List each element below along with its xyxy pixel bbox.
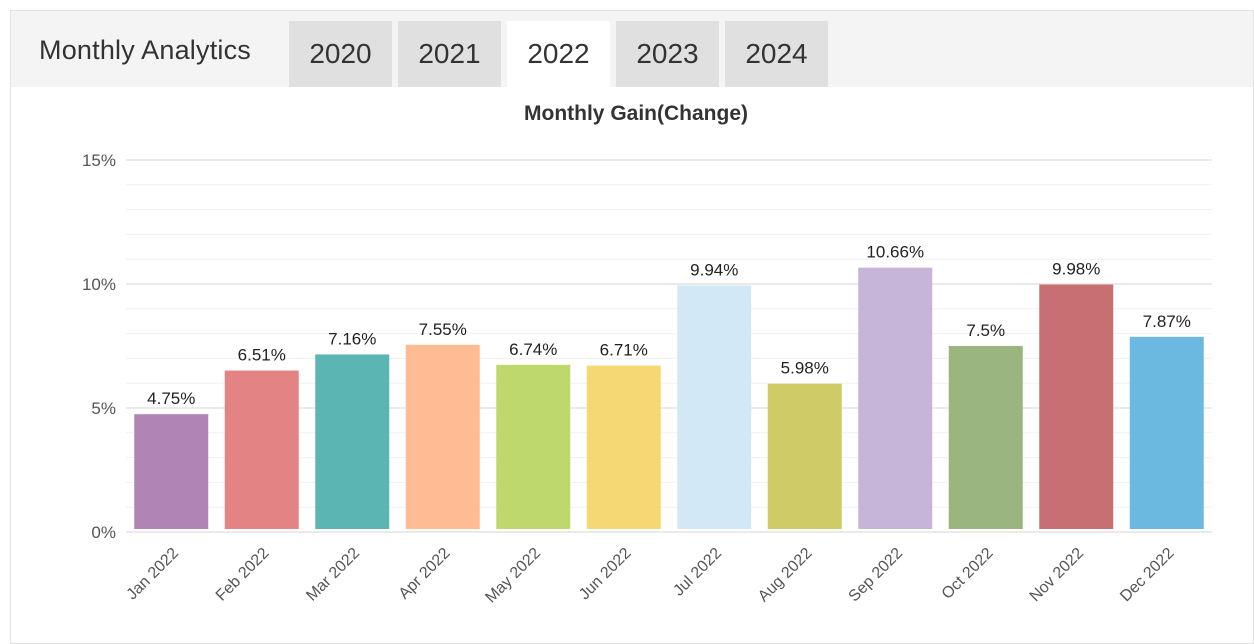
x-tick-label: Dec 2022: [1117, 545, 1178, 606]
data-label: 7.16%: [328, 329, 376, 348]
bar[interactable]: [315, 354, 390, 529]
tab-2022[interactable]: 2022: [507, 21, 610, 87]
bar[interactable]: [496, 364, 571, 529]
data-label: 7.55%: [419, 320, 467, 339]
data-label: 9.98%: [1052, 259, 1100, 278]
x-tick-label: Jan 2022: [123, 545, 182, 604]
tab-2023[interactable]: 2023: [616, 21, 719, 87]
data-label: 7.5%: [966, 321, 1005, 340]
bar[interactable]: [858, 267, 933, 529]
data-label: 7.87%: [1143, 312, 1191, 331]
bar[interactable]: [405, 344, 480, 529]
y-tick-label: 5%: [91, 399, 116, 418]
x-tick-label: Apr 2022: [396, 545, 454, 603]
data-label: 6.74%: [509, 340, 557, 359]
chart-title: Monthly Gain(Change): [524, 102, 748, 125]
bar[interactable]: [224, 370, 299, 529]
data-label: 6.51%: [238, 346, 286, 365]
tab-2021[interactable]: 2021: [398, 21, 501, 87]
x-tick-label: Aug 2022: [755, 545, 816, 606]
data-label: 10.66%: [866, 243, 924, 262]
data-label: 5.98%: [781, 359, 829, 378]
x-tick-label: Oct 2022: [939, 545, 997, 603]
x-tick-label: Feb 2022: [213, 545, 273, 605]
tab-2024[interactable]: 2024: [725, 21, 828, 87]
tab-2020[interactable]: 2020: [289, 21, 392, 87]
x-tick-label: Jul 2022: [670, 545, 725, 600]
y-tick-label: 15%: [82, 151, 116, 170]
data-label: 4.75%: [147, 389, 195, 408]
bar[interactable]: [677, 285, 752, 529]
x-tick-label: Mar 2022: [303, 545, 363, 605]
bar[interactable]: [767, 383, 842, 529]
x-tick-label: Nov 2022: [1027, 545, 1088, 606]
bar[interactable]: [134, 414, 209, 529]
data-label: 9.94%: [690, 260, 738, 279]
x-tick-label: Jun 2022: [576, 545, 635, 604]
y-tick-label: 0%: [91, 523, 116, 542]
bar[interactable]: [1129, 336, 1204, 529]
y-tick-label: 10%: [82, 275, 116, 294]
bar[interactable]: [586, 365, 661, 529]
x-tick-label: May 2022: [482, 545, 544, 607]
bar[interactable]: [948, 346, 1023, 529]
panel-title: Monthly Analytics: [39, 35, 251, 65]
x-tick-label: Sep 2022: [846, 545, 907, 606]
panel-header: Monthly Analytics 2020 2021 2022 2023 20…: [11, 11, 1253, 87]
bar[interactable]: [1039, 284, 1114, 529]
data-label: 6.71%: [600, 341, 648, 360]
